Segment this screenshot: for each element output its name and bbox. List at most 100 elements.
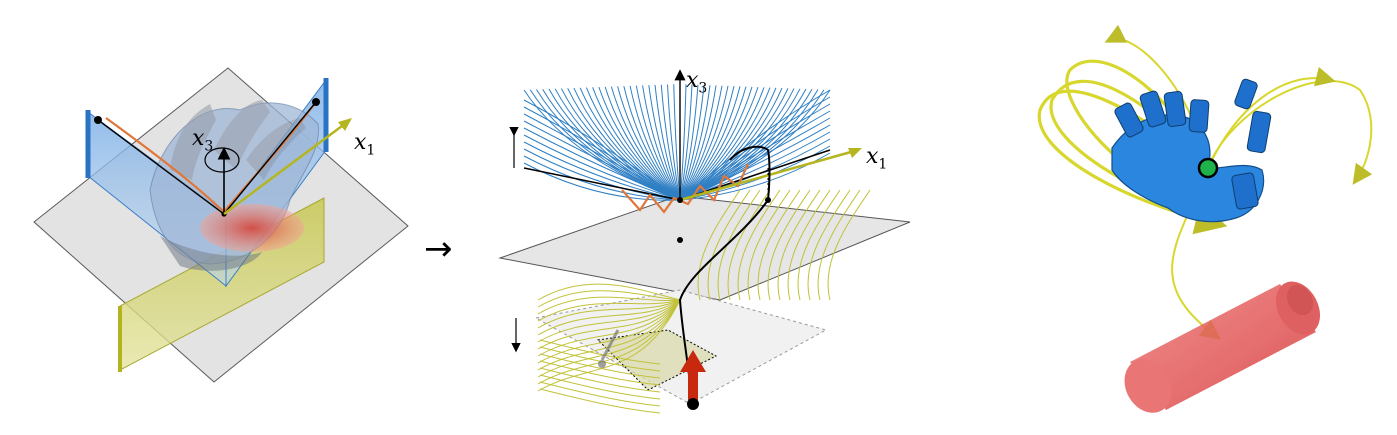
blue-streamline <box>679 89 831 201</box>
yellow-streamline <box>537 299 681 322</box>
blue-streamline <box>679 124 831 201</box>
yellow-streamline <box>537 299 681 329</box>
blue-streamline <box>523 106 681 201</box>
blue-streamline <box>598 86 681 201</box>
yellow-streamline <box>797 189 841 301</box>
blue-streamline <box>679 85 723 201</box>
yellow-streamline <box>827 189 871 301</box>
blue-streamline <box>679 84 687 201</box>
yellow-streamline <box>539 388 661 414</box>
blue-streamline <box>679 85 729 201</box>
yellow-streamline <box>539 339 661 365</box>
yellow-streamline <box>537 299 681 371</box>
yellow-streamline <box>747 189 791 301</box>
yellow-streamline <box>537 299 681 378</box>
yellow-streamline <box>539 367 661 393</box>
yellow-streamlines <box>537 189 871 414</box>
blue-streamline <box>679 84 693 201</box>
yellow-streamline <box>537 299 681 385</box>
yellow-streamline <box>717 189 761 301</box>
traj-point <box>765 197 771 203</box>
yellow-streamline <box>697 189 741 301</box>
blue-streamline <box>679 117 831 201</box>
yellow-streamline <box>537 299 681 350</box>
red-cylinder <box>1124 281 1321 413</box>
yellow-streamline <box>817 189 861 301</box>
yellow-streamline <box>537 283 681 301</box>
blue-streamlines <box>523 84 831 201</box>
blue-streamline <box>679 84 705 201</box>
shaded-square <box>596 329 718 391</box>
blue-streamline <box>654 84 681 201</box>
yellow-streamline <box>539 360 661 386</box>
blue-streamline <box>679 84 699 201</box>
blue-streamline <box>523 148 681 201</box>
yellow-heart-streamline <box>1207 66 1336 169</box>
green-marker <box>1197 157 1219 179</box>
robotic-hand <box>1111 78 1272 223</box>
left-x1-label: x1 <box>354 130 376 159</box>
middle-x1-label: x1 <box>866 144 888 173</box>
transition-arrow: → <box>424 229 453 269</box>
x1-axis-middle-head <box>848 148 862 158</box>
blue-streamline <box>523 113 681 201</box>
blue-streamline <box>523 99 681 201</box>
yellow-streamline <box>537 299 681 357</box>
middle-panel <box>498 69 911 414</box>
red-arrow <box>680 350 706 400</box>
blue-streamline <box>523 120 681 201</box>
left-panel <box>33 67 409 383</box>
vertex-point <box>677 197 683 203</box>
x1-axis <box>223 118 351 216</box>
yellow-streamline <box>807 189 851 301</box>
yellow-streamline <box>539 374 661 400</box>
plane-point <box>677 237 683 243</box>
blue-streamline <box>523 134 681 201</box>
yellow-streamline <box>737 189 781 301</box>
orange-zigzag <box>621 163 750 214</box>
yellow-streamline <box>787 189 831 301</box>
blue-streamline <box>648 85 681 201</box>
blue-streamline <box>523 127 681 201</box>
yellow-streamline <box>537 296 681 315</box>
yellow-heart-streamline <box>1207 80 1373 185</box>
blue-streamline <box>679 85 711 201</box>
blue-streamline <box>623 86 681 201</box>
blue-streamline <box>523 155 681 201</box>
blue-streamline <box>679 86 735 201</box>
yellow-streamline <box>707 189 751 301</box>
yellow-streamline <box>727 189 771 301</box>
blue-streamline <box>573 87 681 201</box>
yellow-streamline <box>537 299 681 392</box>
x1-axis-head <box>338 118 352 131</box>
yellow-streamline <box>777 189 821 301</box>
start-point <box>687 398 699 410</box>
yellow-streamline <box>767 189 811 301</box>
blue-streamline <box>629 85 681 201</box>
blue-streamline <box>610 86 681 201</box>
right-panel <box>1037 24 1373 413</box>
middle-x3-label: x3 <box>686 68 708 97</box>
blue-streamline <box>635 85 681 201</box>
blue-streamline <box>673 84 681 201</box>
blue-streamline <box>667 84 681 201</box>
contact-region <box>200 204 304 252</box>
blue-streamline <box>679 86 747 201</box>
left-x3-label: x3 <box>192 126 214 155</box>
endpoint-left <box>94 116 102 124</box>
blue-streamline <box>660 84 681 201</box>
blue-streamline <box>617 86 681 201</box>
yellow-streamline <box>537 299 681 343</box>
rotation-circle <box>204 147 240 173</box>
gripper-glyph <box>598 329 620 368</box>
blue-streamline <box>604 86 681 201</box>
middle-plane <box>498 195 911 301</box>
yellow-streamline <box>537 290 681 308</box>
blue-streamline <box>679 85 717 201</box>
yellow-streamline <box>757 189 801 301</box>
endpoint-right <box>312 98 320 106</box>
blue-streamline <box>679 96 831 201</box>
yellow-streamline <box>537 299 681 336</box>
trajectory <box>678 145 771 403</box>
